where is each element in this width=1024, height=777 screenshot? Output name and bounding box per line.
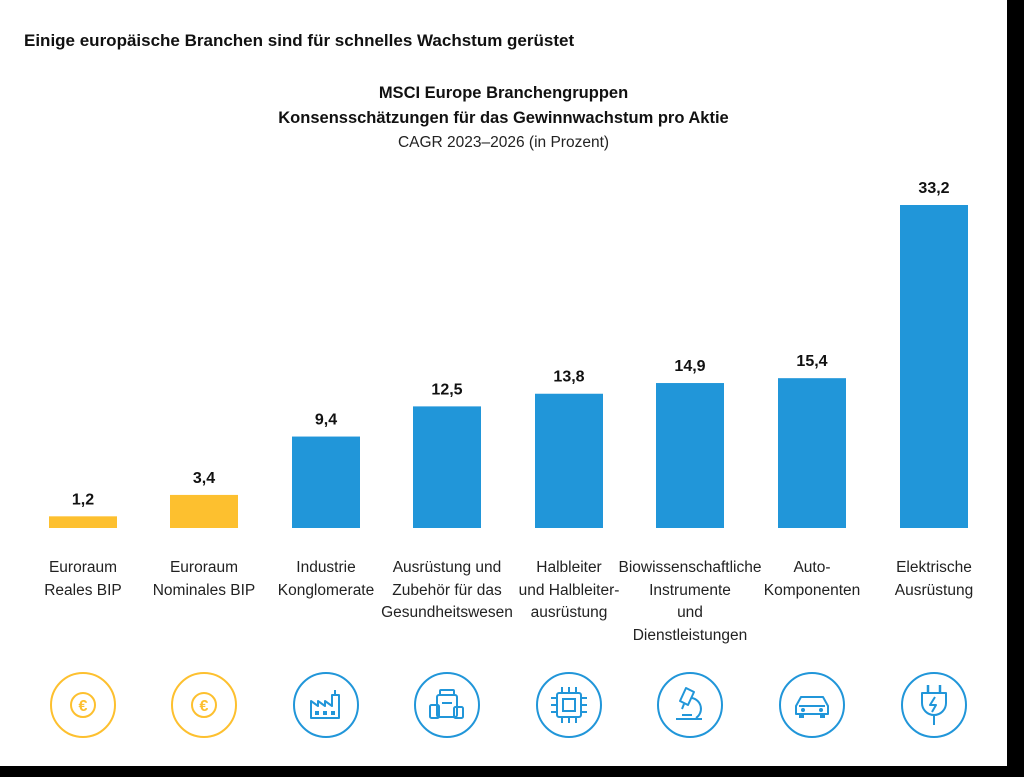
category-label-line: Komponenten [763, 581, 861, 599]
value-label: 1,2 [72, 491, 94, 508]
bar [292, 436, 360, 528]
chart-subtitle: CAGR 2023–2026 (in Prozent) [397, 134, 610, 151]
category-label-line: ausrüstung [530, 604, 608, 621]
category-label: Euroraum Nominales BIP [119, 557, 289, 602]
value-label: 3,4 [193, 470, 215, 487]
category-label-line: Ausrüstung [894, 581, 974, 599]
bar [656, 383, 724, 528]
value-label: 14,9 [674, 358, 705, 375]
category-label: Auto- Komponenten [727, 557, 897, 602]
category-label-line: Halbleiter [536, 559, 602, 576]
bar [535, 393, 603, 528]
electric-plug-icon [900, 671, 968, 739]
category-label-line: Euroraum [169, 559, 239, 576]
category-label-line: Konglomerate [277, 581, 375, 599]
category-label-line: Dienstleistungen [632, 626, 748, 644]
car-icon [778, 671, 846, 739]
category-label-line: und [677, 604, 703, 621]
category-label-line: Reales BIP [44, 581, 122, 599]
category-label-line: und Halbleiter- [518, 581, 620, 599]
category-label: Euroraum Reales BIP [0, 557, 168, 602]
chart-title: MSCI Europe Branchengruppen [378, 84, 629, 102]
category-label-line: Biowissenschaftliche [618, 559, 762, 576]
value-label: 12,5 [431, 381, 462, 398]
category-label-line: Gesundheitswesen [381, 604, 513, 621]
category-label: Ausrüstung und Zubehör für das Gesundheits… [362, 557, 532, 625]
value-label: 9,4 [315, 412, 337, 429]
microchip-icon [535, 671, 603, 739]
bar-chart: 1,2 3,4 9,4 12,5 13,8 14,9 15,4 33,2 [49, 180, 968, 528]
page-headline: Einige europäische Branchen sind für sch… [24, 31, 575, 50]
svg-text:€: € [200, 698, 209, 715]
chart-title-line-2: Konsensschätzungen für das Gewinnwachstu… [278, 109, 729, 127]
medicine-bottles-icon [413, 671, 481, 739]
category-label-line: Elektrische [896, 559, 972, 576]
category-label: Halbleiter und Halbleiter-ausrüstung [484, 557, 654, 625]
category-label-line: Nominales BIP [152, 581, 256, 599]
factory-icon [292, 671, 360, 739]
svg-text:€: € [79, 698, 88, 715]
bar [900, 205, 968, 528]
bar [49, 516, 117, 528]
bar [413, 406, 481, 528]
category-label-line: Industrie [296, 559, 356, 576]
bar [170, 494, 238, 528]
category-label-line: Zubehör für das [392, 581, 502, 599]
category-label-line: Euroraum [48, 559, 118, 576]
category-label-line: Auto- [793, 559, 831, 576]
euro-icon: € [49, 671, 117, 739]
value-label: 13,8 [553, 369, 584, 386]
euro-icon: € [170, 671, 238, 739]
category-label-line: Instrumente [649, 581, 731, 599]
category-label: Biowissenschaftliche Instrumente und Dienst… [605, 557, 775, 647]
bar [778, 378, 846, 528]
value-label: 15,4 [796, 353, 827, 370]
chart-card: Einige europäische Branchen sind für sch… [0, 0, 1007, 766]
value-label: 33,2 [918, 180, 949, 197]
category-label: Industrie Konglomerate [241, 557, 411, 602]
category-label-line: Ausrüstung und [392, 559, 502, 576]
microscope-icon [656, 671, 724, 739]
category-label: Elektrische Ausrüstung [849, 557, 1007, 602]
